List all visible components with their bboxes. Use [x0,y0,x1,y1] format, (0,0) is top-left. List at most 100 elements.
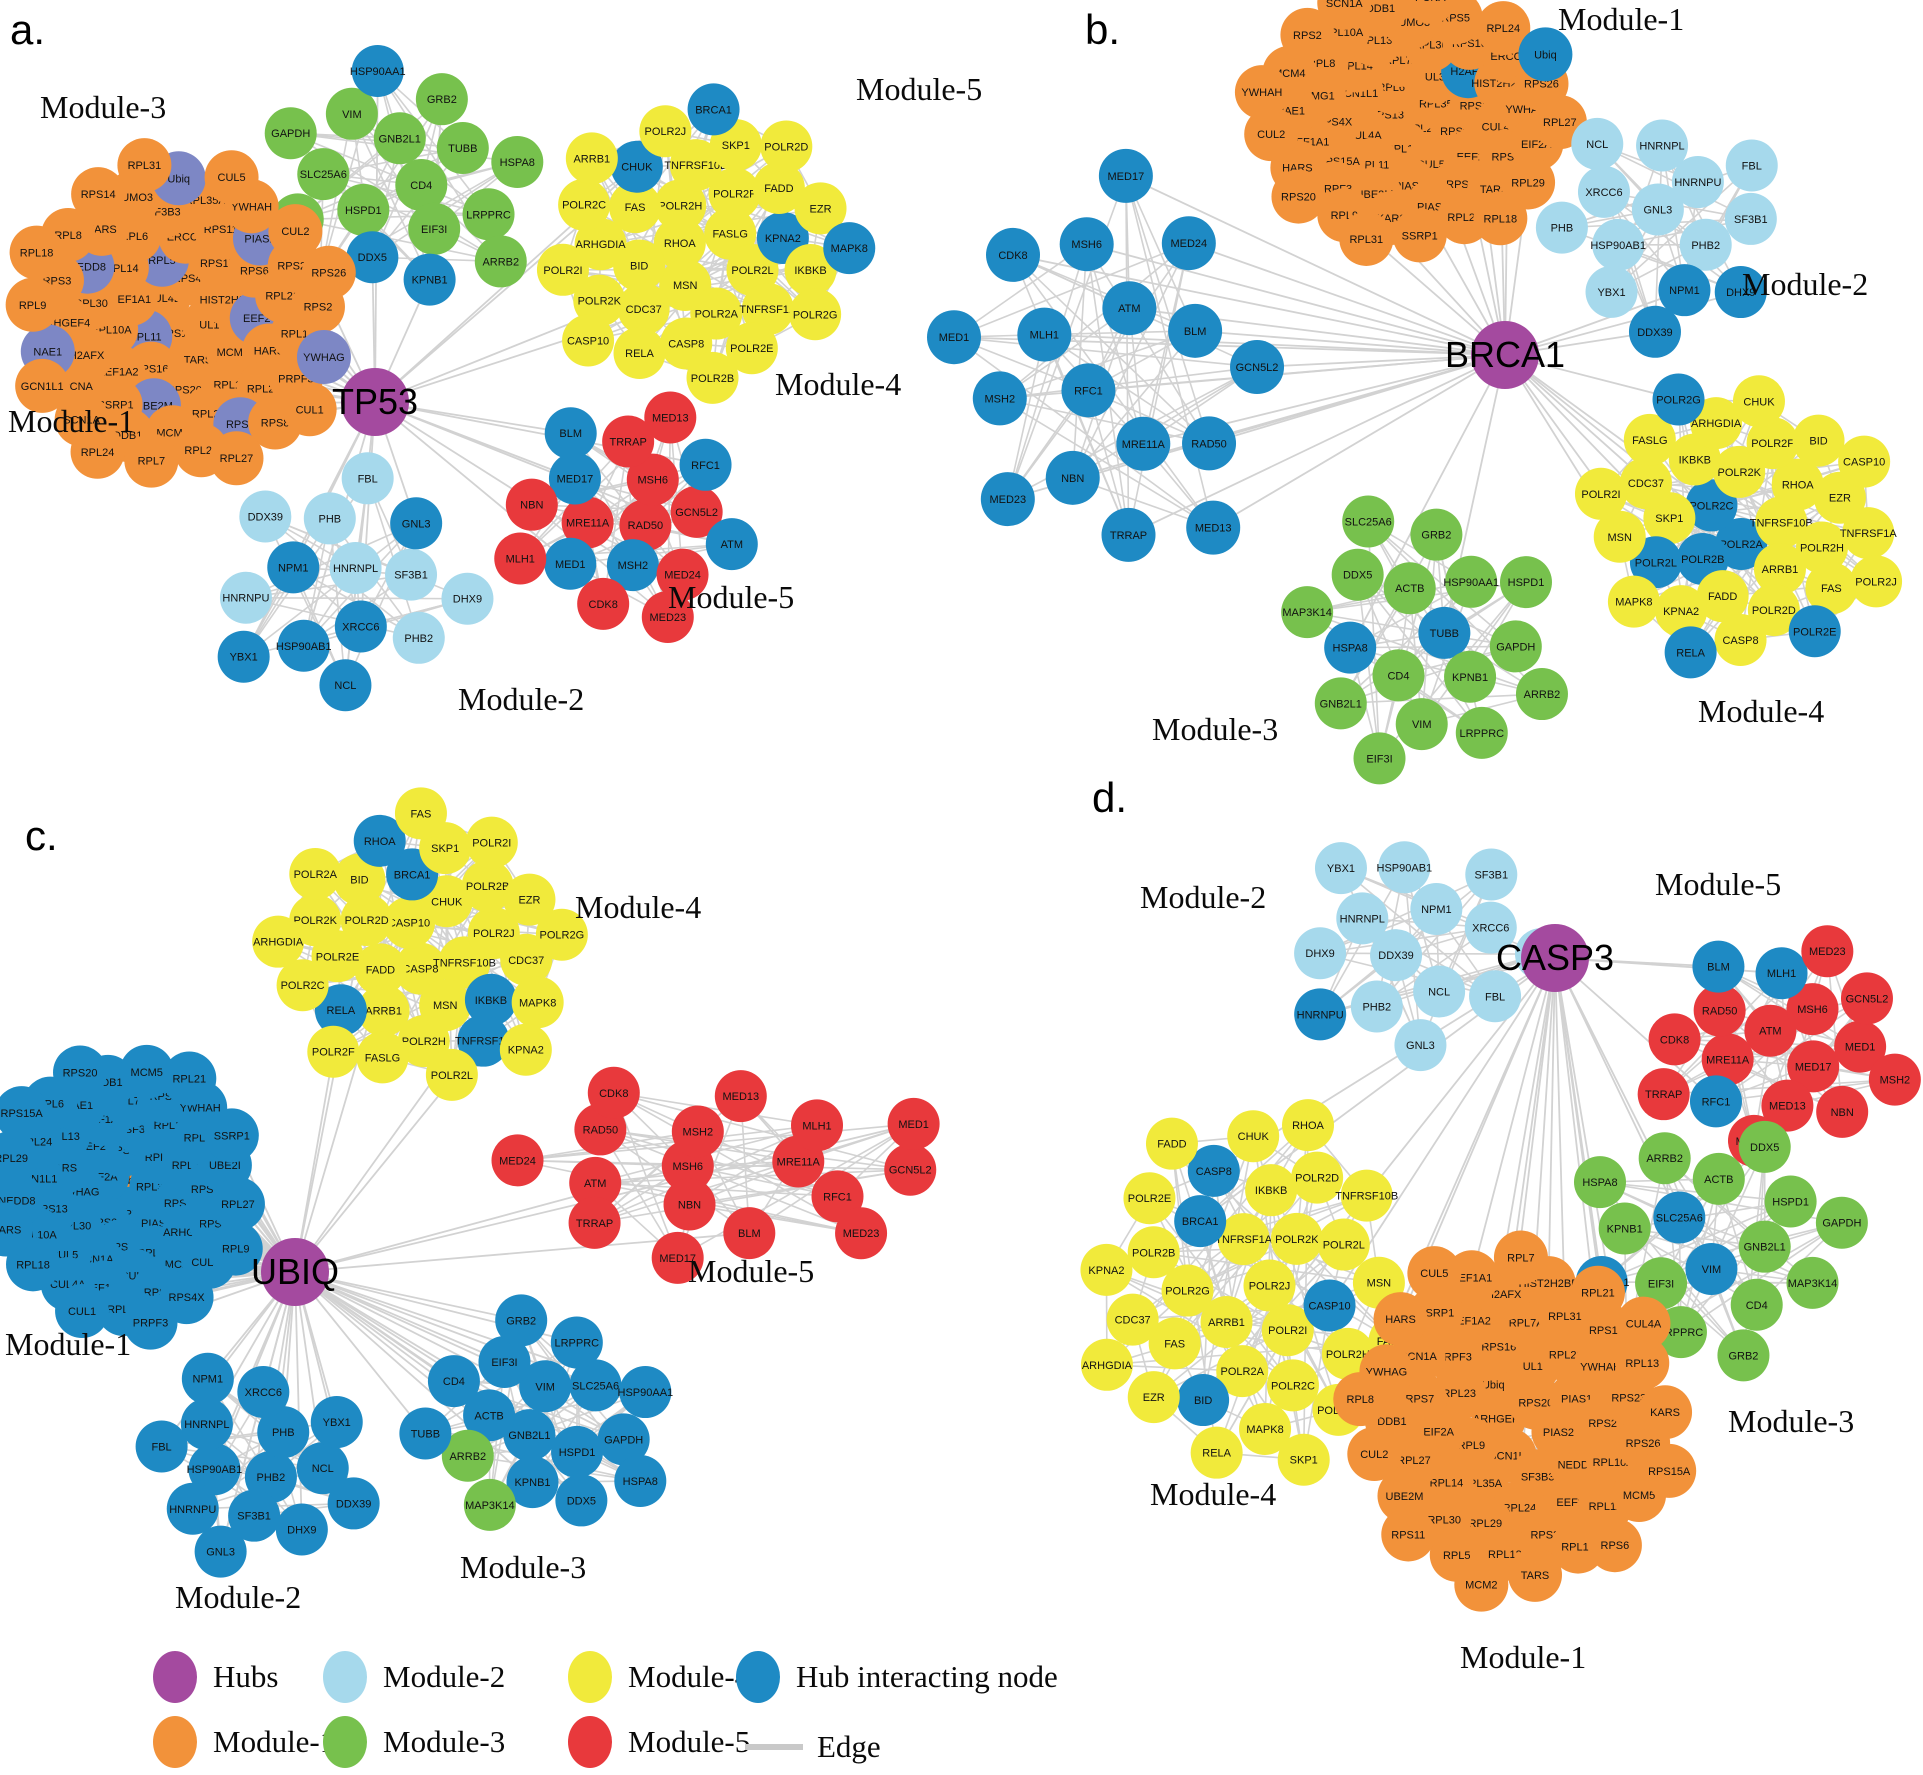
node-MSH2: MSH2 [972,371,1027,426]
node-circle [1395,698,1448,751]
node-EIF3I: EIF3I [408,202,461,255]
module-label: Module-4 [1150,1476,1276,1512]
node-circle [505,478,558,531]
edge [953,242,1190,338]
node-circle [15,358,70,413]
node-circle [1725,139,1778,192]
node-MED23: MED23 [980,472,1035,527]
node-MED24: MED24 [1161,216,1216,271]
node-MED13: MED13 [1186,500,1241,555]
node-circle [1508,1547,1563,1602]
node-RELA: RELA [1190,1426,1243,1479]
node-circle [1593,510,1646,563]
edge [1340,645,1517,705]
node-HNRNPU: HNRNPU [1294,988,1347,1041]
hub-edge [1547,957,1556,1284]
node-POLR2I: POLR2I [1574,467,1627,520]
node-circle [1333,1372,1388,1427]
node-circle [811,1170,864,1223]
hub-edge [294,1271,303,1530]
node-POLR2G: POLR2G [789,288,842,341]
legend-item-module3: Module-3 [323,1716,505,1768]
node-DHX9: DHX9 [1294,927,1347,980]
node-circle [329,541,382,594]
node-NCL: NCL [1413,965,1466,1018]
node-circle [1685,1243,1738,1296]
panel-letter-d: d. [1092,774,1127,821]
node-circle [5,277,60,332]
node-circle [1730,1278,1783,1331]
hub-edge [294,1165,689,1273]
node-RPL9: RPL9 [5,277,60,332]
node-EZR: EZR [1127,1371,1180,1424]
node-circle [1465,848,1518,901]
node-circle [1161,216,1216,271]
node-KPNA2: KPNA2 [1080,1243,1133,1296]
node-POLR2D: POLR2D [1291,1151,1344,1204]
legend-swatch-hub_node [736,1651,780,1703]
node-circle [1585,265,1638,318]
node-TRRAP: TRRAP [1637,1068,1690,1121]
node-circle [613,239,666,292]
node-circle [390,497,443,550]
node-GNL3: GNL3 [194,1525,247,1578]
node-MLH1: MLH1 [494,532,547,585]
node-circle [887,1097,940,1150]
node-circle [1788,605,1841,658]
hub-edge [1256,354,1506,368]
legend-swatch-module2 [323,1651,367,1703]
legend-label: Module-5 [628,1724,750,1759]
node-GRB2: GRB2 [415,73,468,126]
legend-label: Module-4 [628,1659,751,1694]
legend-item-hub_node: Hub interacting node [736,1651,1058,1703]
node-circle [1815,1196,1868,1249]
node-circle [53,1045,108,1100]
node-circle [1161,1264,1214,1317]
node-circle [162,1051,217,1106]
node-LRPPRC: LRPPRC [1455,706,1508,759]
node-circle [1570,1265,1625,1320]
node-circle [1801,925,1854,978]
node-FASLG: FASLG [356,1031,409,1084]
edge [245,596,419,639]
node-XRCC6: XRCC6 [1577,165,1630,218]
node-circle [495,1294,548,1347]
node-PHB: PHB [303,492,356,545]
node-circle [166,1482,219,1535]
node-circle [310,1396,363,1449]
node-MSH6: MSH6 [1059,217,1114,272]
node-circle [654,179,707,232]
node-circle [1786,1256,1839,1309]
node-MSH2: MSH2 [671,1105,724,1158]
node-circle [1017,307,1072,362]
edge [517,1124,818,1162]
hub-edge [1188,242,1506,356]
node-circle [1631,183,1684,236]
module-label: Module-1 [1558,1,1684,37]
node-circle [1771,458,1824,511]
node-circle [1469,970,1522,1023]
node-circle [441,572,494,625]
panel-letter-a: a. [10,6,45,53]
node-circle [337,183,390,236]
node-CD4: CD4 [427,1355,480,1408]
node-circle [289,847,342,900]
node-PHB2: PHB2 [1350,980,1403,1033]
node-DHX9: DHX9 [441,572,494,625]
node-circle [1168,303,1223,358]
node-circle [264,107,317,160]
node-circle [835,1207,888,1260]
node-circle [1145,1117,1198,1170]
node-CASP10: CASP10 [1838,435,1891,488]
node-circle [1340,1169,1393,1222]
legend-item-module4: Module-4 [568,1651,751,1703]
node-PRPF3: PRPF3 [123,1295,178,1350]
node-circle [1098,148,1153,203]
node-circle [1186,500,1241,555]
legend-edge-label: Edge [817,1729,881,1764]
node-circle [314,984,367,1037]
node-circle [1692,940,1745,993]
node-circle [1868,1053,1921,1106]
node-CUL4A: CUL4A [1616,1296,1671,1351]
node-CASP10: CASP10 [562,314,615,367]
